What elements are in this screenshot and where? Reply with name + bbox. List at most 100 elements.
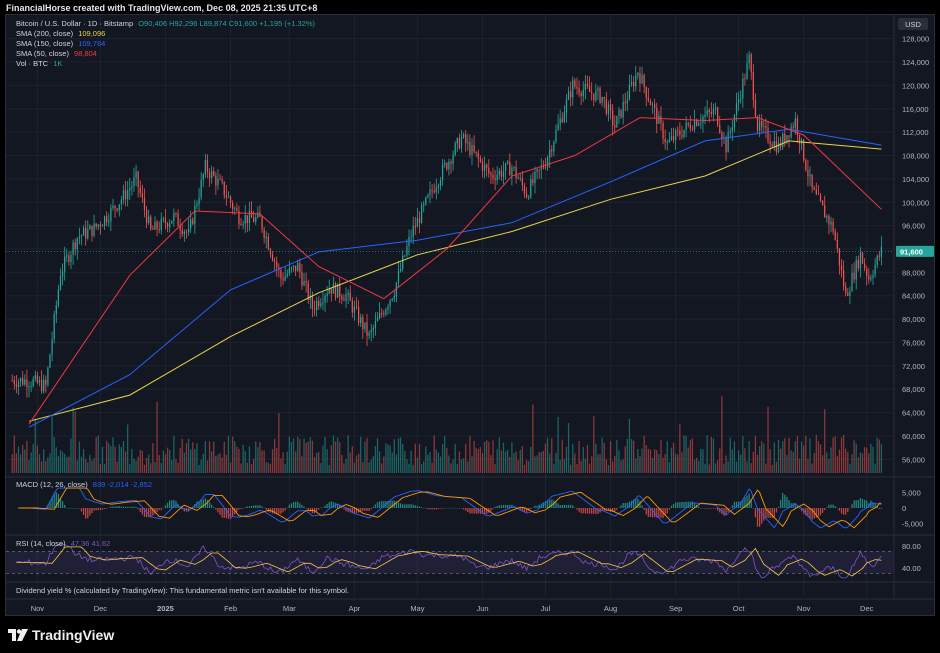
candle-body	[448, 161, 450, 170]
candle-body	[731, 127, 733, 132]
candle-body	[851, 272, 853, 292]
candle-body	[51, 338, 53, 355]
macd-histogram-bar	[158, 508, 160, 511]
macd-histogram-bar	[353, 508, 356, 514]
macd-histogram-bar	[183, 508, 185, 512]
candle-body	[662, 122, 664, 139]
candle-body	[507, 161, 509, 164]
volume-bar	[704, 463, 706, 473]
volume-bar	[78, 441, 81, 473]
candle-body	[36, 375, 39, 383]
volume-bar	[108, 443, 110, 473]
chart-panel[interactable]: 128,000 124,000 120,000 116,000 112,000 108,0…	[5, 14, 935, 616]
volume-bar	[349, 452, 351, 473]
volume-bar	[565, 446, 568, 473]
candle-body	[546, 157, 549, 168]
rsi-legend[interactable]: RSI (14, close) 47.36 41.62	[16, 539, 113, 549]
volume-bar	[387, 444, 389, 473]
macd-histogram-bar	[771, 508, 773, 518]
candle-body	[133, 177, 135, 187]
candle-body	[339, 283, 341, 297]
candle-body	[475, 151, 477, 154]
macd-histogram-bar	[232, 508, 234, 517]
macd-histogram-bar	[750, 499, 752, 508]
volume-bar	[15, 453, 18, 473]
candle-body	[91, 225, 93, 237]
legend-volume[interactable]: Vol · BTC 1K	[16, 59, 65, 69]
candle-body	[70, 254, 72, 263]
currency-button[interactable]	[898, 18, 928, 30]
candle-body	[483, 164, 486, 171]
volume-bar	[658, 454, 660, 473]
volume-bar	[309, 437, 311, 473]
volume-bar	[160, 463, 162, 473]
macd-histogram-bar	[341, 507, 343, 508]
macd-histogram-bar	[166, 502, 169, 508]
volume-bar	[528, 461, 530, 473]
volume-bar	[731, 449, 733, 473]
macd-histogram-bar	[660, 508, 662, 518]
volume-bar	[190, 449, 192, 473]
volume-bar	[318, 451, 320, 473]
macd-histogram-bar	[108, 507, 110, 509]
macd-histogram-bar	[255, 505, 257, 508]
macd-histogram-bar	[649, 508, 652, 518]
candle-body	[534, 171, 536, 184]
volume-bar	[38, 454, 41, 473]
macd-histogram-bar	[290, 503, 293, 508]
volume-bar	[374, 446, 377, 473]
macd-histogram-bar	[698, 506, 700, 508]
volume-bar	[549, 453, 551, 473]
candle-body	[101, 225, 104, 227]
currency-button-label[interactable]: USD	[905, 20, 921, 29]
price-axis-label: 68,000	[902, 385, 925, 394]
macd-histogram-bar	[246, 506, 248, 508]
volume-bar	[502, 442, 505, 473]
candle-body	[725, 137, 727, 153]
macd-histogram-bar	[488, 508, 490, 513]
candle-body	[515, 167, 517, 178]
macd-histogram-bar	[127, 506, 129, 508]
volume-bar	[101, 446, 104, 473]
volume-bar	[870, 443, 872, 473]
volume-bar	[429, 451, 431, 473]
candle-body	[76, 238, 78, 250]
volume-bar	[805, 435, 807, 473]
candle-body	[679, 130, 681, 136]
macd-histogram-bar	[687, 501, 689, 508]
candle-body	[845, 286, 847, 293]
volume-bar	[441, 444, 444, 473]
candle-body	[727, 132, 729, 153]
legend-sma50[interactable]: SMA (50, close) 98,804	[16, 49, 100, 59]
macd-histogram-bar	[412, 504, 414, 508]
candle-body	[649, 100, 652, 106]
candle-body	[420, 205, 423, 224]
volume-bar	[271, 449, 274, 473]
candle-body	[574, 80, 576, 87]
volume-bar	[452, 459, 454, 473]
candle-body	[301, 272, 303, 286]
candle-body	[200, 179, 202, 198]
volume-bar	[710, 436, 712, 473]
legend-sma200[interactable]: SMA (200, close) 109,096	[16, 29, 108, 39]
candle-body	[418, 218, 421, 224]
candle-body	[712, 109, 715, 114]
candle-body	[607, 104, 610, 114]
volume-bar	[525, 460, 528, 473]
chart-canvas[interactable]: 128,000 124,000 120,000 116,000 112,000 108,0…	[6, 15, 934, 615]
macd-histogram-bar	[446, 507, 448, 509]
candle-body	[334, 283, 337, 298]
macd-histogram-bar	[559, 505, 561, 508]
macd-histogram-bar	[578, 508, 580, 512]
candle-body	[519, 178, 521, 179]
candle-body	[790, 126, 792, 138]
macd-histogram-bar	[301, 504, 303, 508]
symbol-name[interactable]: Bitcoin / U.S. Dollar · 1D · Bitstamp	[16, 19, 134, 28]
candle-body	[761, 120, 763, 127]
macd-legend[interactable]: MACD (12, 26, close) 839 -2,014 -2,852	[16, 480, 155, 490]
volume-bar	[546, 437, 549, 473]
macd-histogram-bar	[95, 508, 97, 511]
last-price-badge	[896, 245, 934, 257]
legend-sma150[interactable]: SMA (150, close) 109,784	[16, 39, 108, 49]
macd-signal-line	[18, 487, 882, 529]
